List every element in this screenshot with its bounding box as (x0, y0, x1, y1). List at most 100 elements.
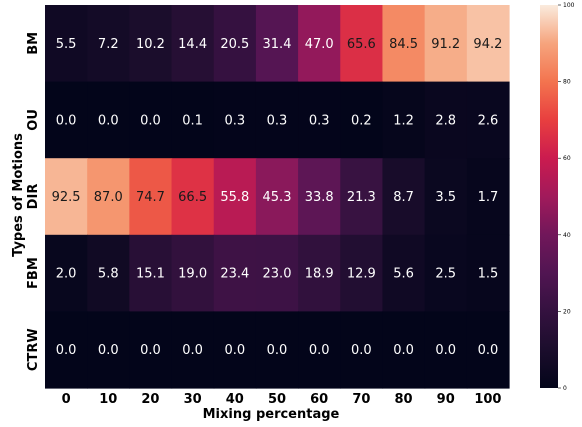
heatmap-cell-value: 0.1 (182, 113, 203, 128)
heatmap-cell-value: 0.0 (393, 343, 414, 358)
colorbar-tick-label: 20 (563, 308, 571, 315)
heatmap-cell-value: 0.0 (98, 113, 119, 128)
heatmap-cell (171, 5, 215, 83)
heatmap-cell (298, 158, 341, 236)
heatmap-cell (87, 234, 130, 312)
heatmap-cell (255, 81, 299, 159)
heatmap-cell (340, 234, 384, 312)
heatmap-cell-value: 20.5 (220, 37, 249, 52)
heatmap-cell-value: 66.5 (178, 190, 207, 205)
heatmap-cell-value: 15.1 (136, 267, 165, 282)
y-tick-label: FBM (26, 257, 41, 289)
heatmap-cell (298, 311, 341, 389)
heatmap-cell-labels: 5.5 7.2 10.2 14.4 20.5 31.4 47.0 65.6 84.5 91.2 94… (52, 37, 503, 358)
colorbar-tick-label: 100 (563, 2, 575, 9)
heatmap-cell (340, 311, 384, 389)
heatmap-cell-value: 23.0 (263, 267, 292, 282)
heatmap-cell-value: 7.2 (98, 37, 119, 52)
heatmap-cell (424, 158, 468, 236)
heatmap-cell (382, 311, 426, 389)
heatmap-cell (213, 311, 257, 389)
heatmap-cell (171, 311, 215, 389)
heatmap-cell-value: 23.4 (220, 267, 249, 282)
heatmap-cell-value: 8.7 (393, 190, 414, 205)
heatmap-cell-value: 91.2 (431, 37, 460, 52)
heatmap-cell (466, 311, 510, 389)
heatmap-cell-value: 0.0 (224, 343, 245, 358)
heatmap-cell-value: 0.0 (267, 343, 288, 358)
heatmap-cell-value: 5.8 (98, 267, 119, 282)
heatmap-cell-value: 21.3 (347, 190, 376, 205)
colorbar-tick-label: 80 (563, 79, 571, 86)
heatmap-cell (424, 234, 468, 312)
colorbar-tick-label: 60 (563, 155, 571, 162)
heatmap-cell (298, 81, 341, 159)
heatmap-cell (171, 158, 215, 236)
x-tick-label: 0 (62, 392, 71, 407)
heatmap-cell-value: 33.8 (305, 190, 334, 205)
heatmap-cell-value: 74.7 (136, 190, 165, 205)
heatmap-cell-value: 0.0 (140, 113, 161, 128)
x-tick-label: 10 (99, 392, 117, 407)
heatmap-cell-value: 1.5 (478, 267, 499, 282)
heatmap-cell-value: 0.0 (56, 343, 77, 358)
heatmap-cell (340, 158, 384, 236)
heatmap-cell (171, 234, 215, 312)
heatmap-cell (424, 311, 468, 389)
heatmap-cell (87, 81, 130, 159)
heatmap-cell (129, 311, 173, 389)
heatmap-cell-value: 0.3 (267, 113, 288, 128)
heatmap-cell (466, 158, 510, 236)
x-axis-label: Mixing percentage (203, 407, 340, 422)
y-tick-label: OU (26, 109, 41, 131)
heatmap-cell-value: 10.2 (136, 37, 165, 52)
heatmap-cell-value: 45.3 (263, 190, 292, 205)
y-axis-label: Types of Motions (11, 133, 26, 257)
heatmap-cell (466, 5, 510, 83)
x-axis-ticks: 0 10 20 30 40 50 60 70 80 90 100 (62, 392, 502, 407)
heatmap-cells (45, 5, 510, 389)
heatmap-cell (213, 234, 257, 312)
y-tick-label: CTRW (26, 328, 41, 371)
heatmap-cell (340, 81, 384, 159)
heatmap-cell-value: 5.5 (56, 37, 77, 52)
colorbar-ticks: 0 20 40 60 80 100 (558, 2, 575, 392)
heatmap-cell-value: 0.0 (309, 343, 330, 358)
heatmap-cell-value: 2.8 (435, 113, 456, 128)
heatmap-cell (424, 5, 468, 83)
heatmap-cell-value: 0.0 (182, 343, 203, 358)
x-tick-label: 40 (226, 392, 244, 407)
colorbar-tick-label: 0 (563, 385, 567, 392)
heatmap-cell (340, 5, 384, 83)
heatmap-cell-value: 65.6 (347, 37, 376, 52)
heatmap-cell (87, 158, 130, 236)
heatmap-cell (213, 81, 257, 159)
heatmap-cell-value: 12.9 (347, 267, 376, 282)
x-tick-label: 80 (395, 392, 413, 407)
y-tick-label: DIR (26, 184, 41, 210)
heatmap-cell (129, 158, 173, 236)
heatmap-cell-value: 2.6 (478, 113, 499, 128)
heatmap-cell (45, 158, 88, 236)
y-tick-label: BM (26, 32, 41, 55)
heatmap-cell-value: 0.0 (140, 343, 161, 358)
heatmap-cell (45, 5, 88, 83)
heatmap-cell-value: 5.6 (393, 267, 414, 282)
heatmap-cell (45, 311, 88, 389)
heatmap-cell (466, 234, 510, 312)
x-tick-label: 20 (141, 392, 159, 407)
heatmap-cell-value: 55.8 (220, 190, 249, 205)
heatmap-cell (298, 234, 341, 312)
heatmap-cell-value: 3.5 (435, 190, 456, 205)
heatmap-cell (382, 158, 426, 236)
heatmap-cell (255, 234, 299, 312)
heatmap-cell (424, 81, 468, 159)
heatmap-cell (171, 81, 215, 159)
heatmap-cell (255, 158, 299, 236)
heatmap-cell-value: 92.5 (52, 190, 81, 205)
heatmap-cell (87, 311, 130, 389)
heatmap-cell (382, 5, 426, 83)
heatmap-cell-value: 94.2 (473, 37, 502, 52)
heatmap-cell (129, 234, 173, 312)
